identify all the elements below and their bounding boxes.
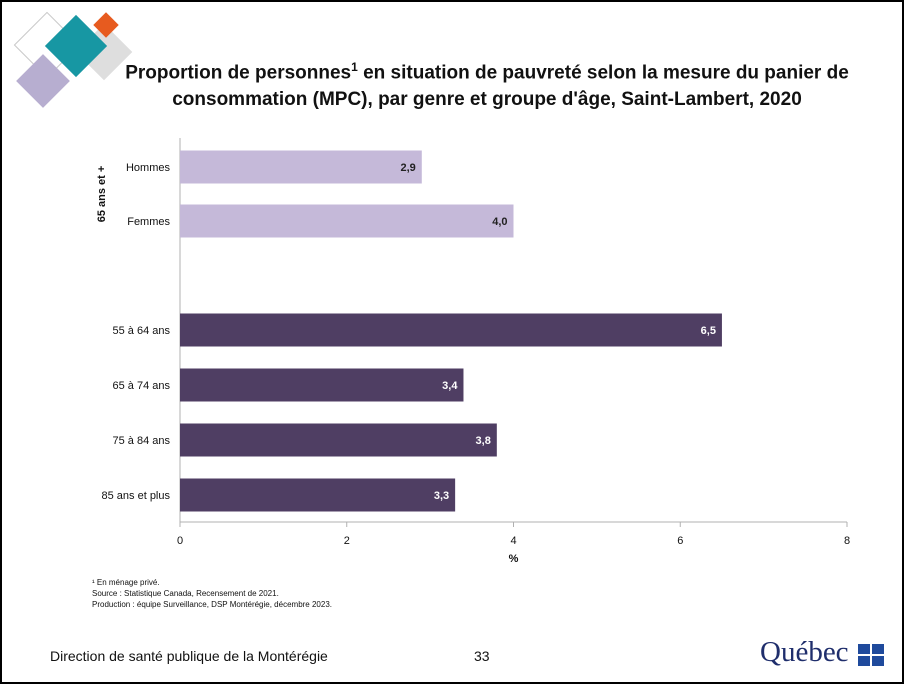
bar-1 (180, 204, 514, 238)
bar-0 (180, 150, 422, 184)
footnotes: ¹ En ménage privé. Source : Statistique … (92, 577, 332, 610)
footnote-1: ¹ En ménage privé. (92, 578, 160, 587)
bar-4 (180, 423, 497, 457)
decorative-diamonds (13, 11, 133, 108)
x-tick-label-4: 8 (844, 535, 850, 547)
category-label-2: 55 à 64 ans (113, 325, 171, 337)
bar-value-label-1: 4,0 (492, 216, 507, 228)
page-number: 33 (474, 648, 490, 664)
chart-title-part1: Proportion de personnes (125, 62, 352, 84)
footnote-production: Production : équipe Surveillance, DSP Mo… (92, 600, 332, 609)
deco-purple-diamond (16, 54, 70, 108)
footnote-source: Source : Statistique Canada, Recensement… (92, 589, 279, 598)
footer-organization: Direction de santé publique de la Montér… (50, 648, 328, 664)
quebec-logo-text: Québec (760, 636, 849, 668)
category-label-1: Femmes (127, 216, 170, 228)
bar-value-label-5: 3,3 (434, 490, 449, 502)
bar-2 (180, 313, 722, 347)
bar-5 (180, 478, 456, 512)
x-tick-label-1: 2 (344, 535, 350, 547)
category-label-3: 65 à 74 ans (113, 380, 171, 392)
x-tick-label-3: 6 (677, 535, 683, 547)
bar-value-label-3: 3,4 (442, 380, 458, 392)
bar-3 (180, 368, 464, 402)
chart-title: Proportion de personnes1 en situation de… (102, 54, 872, 113)
category-label-4: 75 à 84 ans (113, 435, 171, 447)
x-axis-label: % (509, 553, 519, 565)
deco-orange-diamond (93, 12, 119, 38)
chart-title-footnote-mark: 1 (351, 60, 358, 74)
category-label-0: Hommes (126, 162, 171, 174)
bar-chart: 2,9 Hommes 4,0 Femmes 6,5 55 à 64 ans 3,4 65 à … (96, 138, 850, 565)
bar-value-label-4: 3,8 (476, 435, 491, 447)
category-label-5: 85 ans et plus (102, 490, 171, 502)
deco-teal-diamond (44, 14, 108, 78)
bar-value-label-0: 2,9 (400, 162, 415, 174)
chart-title-part2: en situation de pauvreté selon la mesure… (172, 62, 849, 111)
fleurdelise-flag-icon (858, 644, 884, 666)
x-tick-label-0: 0 (177, 535, 183, 547)
x-tick-label-2: 4 (510, 535, 516, 547)
group-label: 65 ans et + (96, 166, 108, 223)
bar-value-label-2: 6,5 (701, 325, 716, 337)
quebec-logo: Québec (748, 632, 894, 676)
